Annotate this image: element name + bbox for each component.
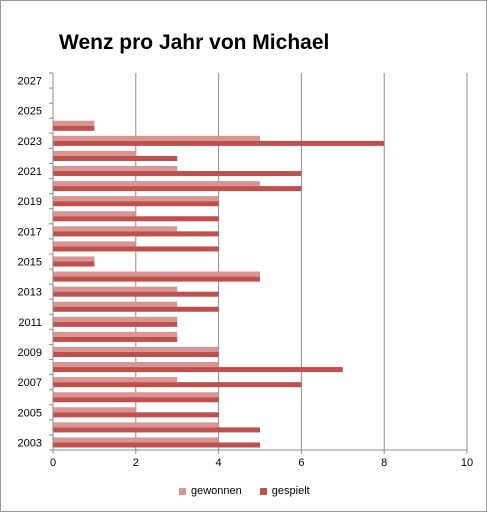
legend-label-gespielt: gespielt xyxy=(271,485,310,497)
bar-gewonnen-2023 xyxy=(53,135,260,141)
y-tick-label-2011: 2011 xyxy=(18,317,42,329)
y-tick-label-2021: 2021 xyxy=(18,166,42,178)
bar-gespielt-2007 xyxy=(53,382,302,388)
y-tick-label-2019: 2019 xyxy=(18,196,42,208)
bar-gespielt-2013 xyxy=(53,291,219,297)
bar-gewonnen-2010 xyxy=(53,331,178,337)
x-tick-label-10: 10 xyxy=(461,457,473,469)
bar-gewonnen-2016 xyxy=(53,241,136,247)
bar-gewonnen-2006 xyxy=(53,392,219,398)
bar-gewonnen-2024 xyxy=(53,120,95,126)
bar-gespielt-2019 xyxy=(53,201,219,207)
bar-gewonnen-2012 xyxy=(53,301,178,307)
bar-gewonnen-2021 xyxy=(53,165,178,172)
x-tick-label-6: 6 xyxy=(298,457,304,469)
axes: 0 2 4 6 8 10 2003 2005 2007 2009 2011 2013 2015 2017 2… xyxy=(18,72,473,469)
bar-gewonnen-2022 xyxy=(53,150,136,156)
y-tick-label-2017: 2017 xyxy=(18,226,42,238)
bar-gewonnen-2015 xyxy=(53,256,95,262)
bar-gewonnen-2003 xyxy=(53,437,219,443)
bar-gewonnen-2009 xyxy=(53,346,219,352)
legend-swatch-gewonnen xyxy=(179,487,186,495)
bar-gespielt-2021 xyxy=(53,171,302,177)
bar-gespielt-2008 xyxy=(53,367,343,373)
bar-gespielt-2022 xyxy=(53,155,178,161)
y-tick-label-2009: 2009 xyxy=(18,347,42,359)
y-tick-label-2007: 2007 xyxy=(18,377,42,389)
legend: gewonnen gespielt xyxy=(179,485,328,497)
x-tick-label-8: 8 xyxy=(381,457,387,469)
bar-gewonnen-2004 xyxy=(53,422,219,428)
x-tick-label-2: 2 xyxy=(133,457,139,469)
y-tick-label-2023: 2023 xyxy=(18,136,42,148)
bars xyxy=(53,120,385,448)
bar-gespielt-2012 xyxy=(53,306,219,312)
bar-gewonnen-2008 xyxy=(53,362,219,368)
y-tick-label-2013: 2013 xyxy=(18,287,42,299)
x-tick-label-4: 4 xyxy=(216,457,222,469)
bar-gespielt-2017 xyxy=(53,231,219,237)
bar-gespielt-2010 xyxy=(53,336,178,342)
bar-gewonnen-2018 xyxy=(53,211,136,217)
bar-gewonnen-2020 xyxy=(53,181,260,187)
bar-gespielt-2016 xyxy=(53,246,219,252)
bar-gespielt-2020 xyxy=(53,186,302,192)
y-tick-label-2015: 2015 xyxy=(18,257,42,269)
x-tick-label-0: 0 xyxy=(50,457,56,469)
y-tick-label-2003: 2003 xyxy=(18,437,42,449)
y-tick-label-2005: 2005 xyxy=(18,407,42,419)
legend-swatch-gespielt xyxy=(259,487,267,495)
bar-gewonnen-2017 xyxy=(53,226,178,232)
y-tick-label-2025: 2025 xyxy=(18,106,42,118)
bar-gewonnen-2005 xyxy=(53,407,136,413)
legend-entry-gespielt: gespielt xyxy=(259,485,310,497)
bar-gespielt-2015 xyxy=(53,261,95,267)
bar-gewonnen-2013 xyxy=(53,286,178,292)
bar-gespielt-2018 xyxy=(53,216,219,222)
y-tick-label-2027: 2027 xyxy=(18,76,42,88)
bar-gewonnen-2011 xyxy=(53,316,178,322)
bar-gespielt-2004 xyxy=(53,427,260,433)
bar-gespielt-2023 xyxy=(53,140,385,146)
bar-gespielt-2011 xyxy=(53,321,178,327)
bar-gewonnen-2007 xyxy=(53,377,178,383)
legend-label-gewonnen: gewonnen xyxy=(191,485,242,497)
bar-gespielt-2014 xyxy=(53,276,260,282)
chart-title: Wenz pro Jahr von Michael xyxy=(59,31,330,54)
bar-gespielt-2006 xyxy=(53,397,219,403)
legend-entry-gewonnen: gewonnen xyxy=(179,485,242,497)
bar-gespielt-2003 xyxy=(53,442,260,448)
bar-gewonnen-2019 xyxy=(53,196,219,202)
bar-gespielt-2009 xyxy=(53,351,219,358)
bar-gewonnen-2014 xyxy=(53,271,260,277)
bar-gespielt-2005 xyxy=(53,412,219,418)
bar-gespielt-2024 xyxy=(53,125,95,131)
